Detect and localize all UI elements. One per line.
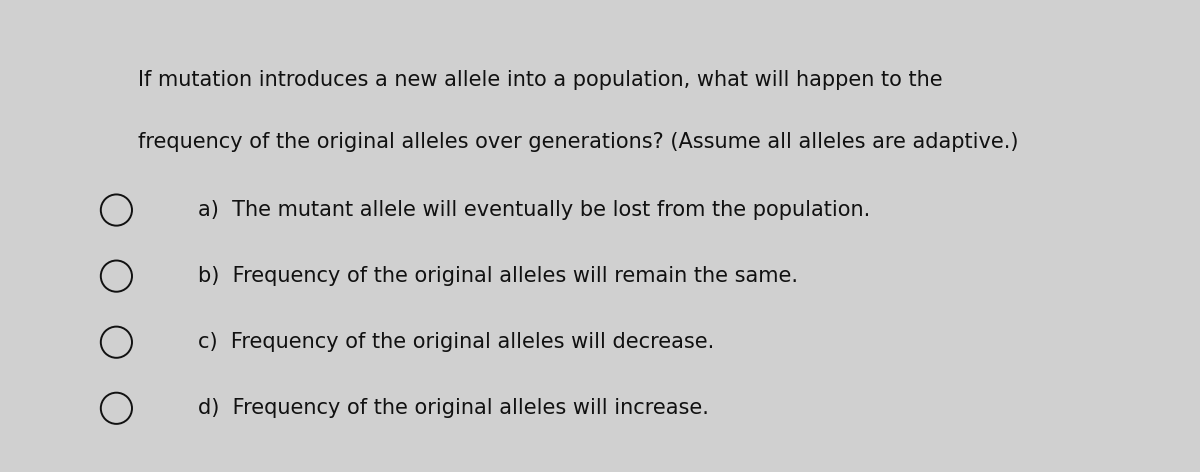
Text: If mutation introduces a new allele into a population, what will happen to the: If mutation introduces a new allele into… [138,70,943,90]
Text: frequency of the original alleles over generations? (Assume all alleles are adap: frequency of the original alleles over g… [138,132,1019,152]
Text: d)  Frequency of the original alleles will increase.: d) Frequency of the original alleles wil… [198,398,709,418]
Text: b)  Frequency of the original alleles will remain the same.: b) Frequency of the original alleles wil… [198,266,798,286]
Text: c)  Frequency of the original alleles will decrease.: c) Frequency of the original alleles wil… [198,332,714,352]
Text: a)  The mutant allele will eventually be lost from the population.: a) The mutant allele will eventually be … [198,200,870,220]
